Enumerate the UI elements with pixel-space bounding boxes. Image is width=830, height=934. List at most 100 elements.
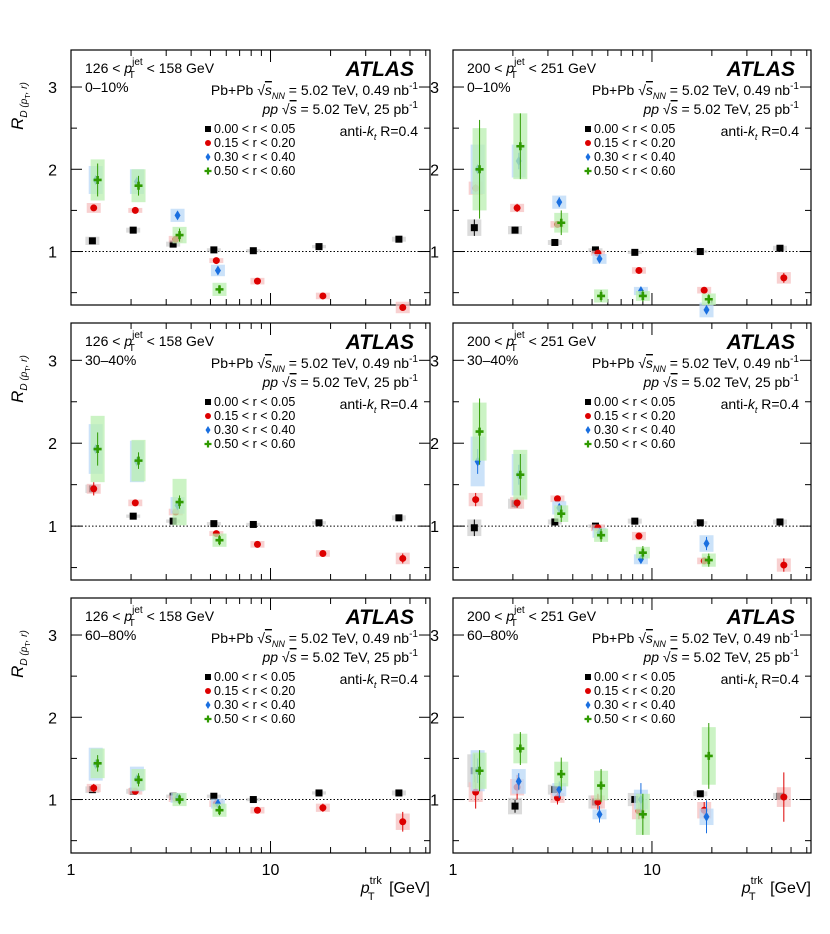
sqrt-symbol: √ xyxy=(278,374,290,390)
x-tick-label: 10 xyxy=(262,862,280,879)
jet-pt-lo: 200 xyxy=(467,333,491,349)
pbpb-prefix: Pb+Pb √ xyxy=(211,355,265,371)
centrality-label: 0–10% xyxy=(467,79,511,95)
data-point xyxy=(399,818,407,826)
y-label-sub3: , r) xyxy=(19,630,30,642)
pt-subscript: T xyxy=(129,343,135,354)
pbpb-exp: -1 xyxy=(409,81,418,92)
data-point xyxy=(249,247,257,255)
lt-symbol: < xyxy=(108,333,124,349)
pbpb-nn: NN xyxy=(653,364,666,374)
pbpb-prefix: Pb+Pb √ xyxy=(592,355,646,371)
data-point xyxy=(704,751,713,760)
data-point xyxy=(516,142,525,151)
pt-symbol: p xyxy=(123,333,132,349)
data-point xyxy=(215,285,224,294)
data-point xyxy=(516,744,525,753)
data-point xyxy=(210,792,218,800)
pbpb-s: s xyxy=(646,82,653,98)
pp-exp: -1 xyxy=(409,100,418,111)
data-point xyxy=(703,538,710,549)
pbpb-exp: -1 xyxy=(409,629,418,640)
kt-k: k xyxy=(748,396,756,412)
y-tick-label: 3 xyxy=(430,353,439,370)
pp-exp: -1 xyxy=(790,648,799,659)
kt-k: k xyxy=(367,123,375,139)
centrality-label: 60–80% xyxy=(85,627,136,643)
data-point xyxy=(90,485,98,493)
data-point xyxy=(215,536,224,545)
data-point xyxy=(553,495,561,503)
data-point xyxy=(93,759,102,768)
y-tick-label: 2 xyxy=(48,162,57,179)
pbpb-nn: NN xyxy=(272,639,285,649)
lt-symbol: < xyxy=(490,60,506,76)
data-point xyxy=(703,811,710,822)
data-point xyxy=(700,286,708,294)
legend-label: 0.15 < r < 0.20 xyxy=(594,136,675,150)
pbpb-exp: -1 xyxy=(790,629,799,640)
data-point xyxy=(175,498,184,507)
pp-rest: = 5.02 TeV, 25 pb xyxy=(297,374,410,390)
data-point xyxy=(638,548,647,557)
pbpb-rest: = 5.02 TeV, 0.49 nb xyxy=(666,630,790,646)
pp-exp: -1 xyxy=(409,648,418,659)
jet-radius: R=0.4 xyxy=(376,123,418,139)
jet-pt-lo: 126 xyxy=(85,60,109,76)
pp-prefix: pp xyxy=(642,649,659,665)
legend-marker xyxy=(585,140,591,146)
centrality-label: 60–80% xyxy=(467,627,518,643)
lt-symbol: < xyxy=(143,60,159,76)
y-tick-label: 2 xyxy=(48,710,57,727)
atlas-label: ATLAS xyxy=(345,58,414,81)
sqrt-symbol: √ xyxy=(659,649,671,665)
legend-marker xyxy=(585,126,591,132)
data-point xyxy=(215,806,224,815)
legend-marker xyxy=(204,167,212,175)
legend-label: 0.50 < r < 0.60 xyxy=(594,164,675,178)
legend-marker xyxy=(585,701,591,709)
data-point xyxy=(175,231,184,240)
data-point xyxy=(475,427,484,436)
y-tick-label: 2 xyxy=(430,162,439,179)
y-label-sub3: , r) xyxy=(19,355,30,367)
data-point xyxy=(596,253,603,264)
data-point xyxy=(134,456,143,465)
legend-marker xyxy=(585,426,591,434)
legend-label: 0.50 < r < 0.60 xyxy=(594,712,675,726)
pt-symbol: p xyxy=(505,608,514,624)
legend-label: 0.15 < r < 0.20 xyxy=(214,409,295,423)
jet-radius: R=0.4 xyxy=(757,123,799,139)
jet-radius: R=0.4 xyxy=(757,671,799,687)
data-point xyxy=(210,520,218,528)
y-axis-label: RD (pT, r) xyxy=(8,355,32,403)
data-point xyxy=(556,197,563,208)
data-point xyxy=(472,496,480,504)
data-point xyxy=(253,540,261,548)
legend-marker xyxy=(584,440,592,448)
jet-superscript: jet xyxy=(513,330,525,341)
pbpb-s: s xyxy=(265,630,272,646)
pp-rest: = 5.02 TeV, 25 pb xyxy=(297,101,410,117)
pp-prefix: pp xyxy=(261,649,278,665)
pp-s: s xyxy=(290,101,297,117)
data-point xyxy=(511,802,519,810)
pp-luminosity: pp √s = 5.02 TeV, 25 pb-1 xyxy=(642,100,799,117)
pp-s: s xyxy=(290,374,297,390)
lt-symbol: < xyxy=(525,60,541,76)
kt-sub: t xyxy=(755,405,758,415)
pbpb-exp: -1 xyxy=(790,354,799,365)
pt-symbol: p xyxy=(505,333,514,349)
data-point xyxy=(635,532,643,540)
sqrt-symbol: √ xyxy=(659,374,671,390)
pbpb-luminosity: Pb+Pb √sNN = 5.02 TeV, 0.49 nb-1 xyxy=(211,354,419,374)
atlas-label: ATLAS xyxy=(726,331,795,354)
data-point xyxy=(131,499,139,507)
x-label-sub: T xyxy=(368,891,375,903)
y-tick-label: 3 xyxy=(430,80,439,97)
pbpb-prefix: Pb+Pb √ xyxy=(592,630,646,646)
jet-pt-range: 126 < pjet T < 158 GeV xyxy=(85,57,215,81)
data-point xyxy=(90,784,98,792)
jet-superscript: jet xyxy=(131,57,143,68)
